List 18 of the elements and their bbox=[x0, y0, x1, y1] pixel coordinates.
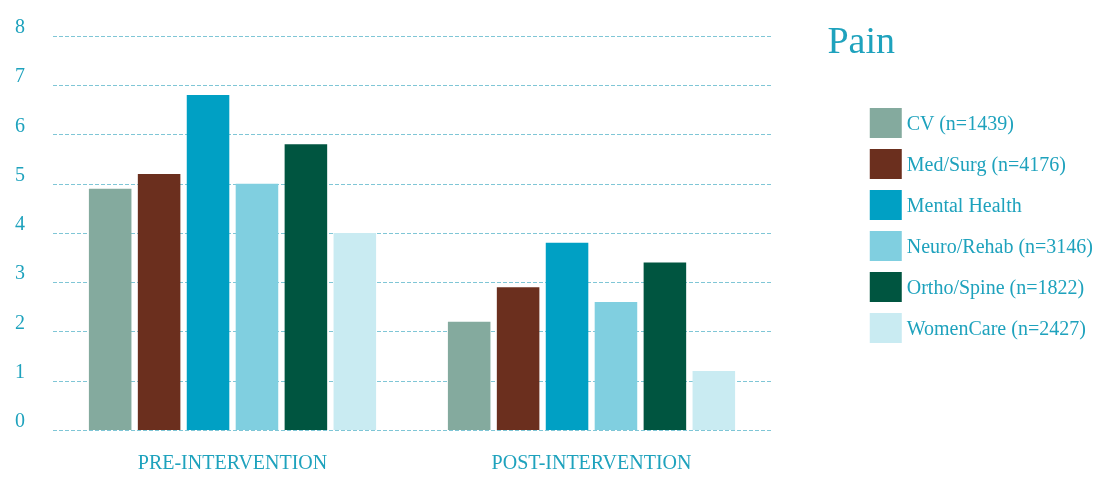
y-tick-label: 2 bbox=[15, 310, 25, 333]
legend-label: WomenCare (n=2427) bbox=[906, 317, 1086, 340]
x-tick-label: POST-INTERVENTION bbox=[491, 451, 692, 473]
legend-label: Ortho/Spine (n=1822) bbox=[906, 276, 1085, 299]
y-tick-label: 8 bbox=[15, 15, 25, 37]
x-tick-label: PRE-INTERVENTION bbox=[137, 451, 328, 473]
text: Pain bbox=[827, 19, 895, 61]
y-tick-label: 3 bbox=[15, 261, 25, 284]
legend-label: Med/Surg (n=4176) bbox=[906, 153, 1067, 176]
y-tick-label: 5 bbox=[15, 162, 25, 185]
y-tick-label: 6 bbox=[15, 113, 25, 136]
y-tick-label: 7 bbox=[15, 64, 25, 87]
y-tick-label: 0 bbox=[15, 409, 25, 431]
legend-label: Mental Health bbox=[906, 194, 1022, 216]
legend-label: CV (n=1439) bbox=[906, 112, 1014, 135]
legend-label: Neuro/Rehab (n=3146) bbox=[906, 235, 1093, 258]
y-tick-label: 4 bbox=[15, 212, 25, 234]
y-tick-label: 1 bbox=[15, 359, 25, 382]
